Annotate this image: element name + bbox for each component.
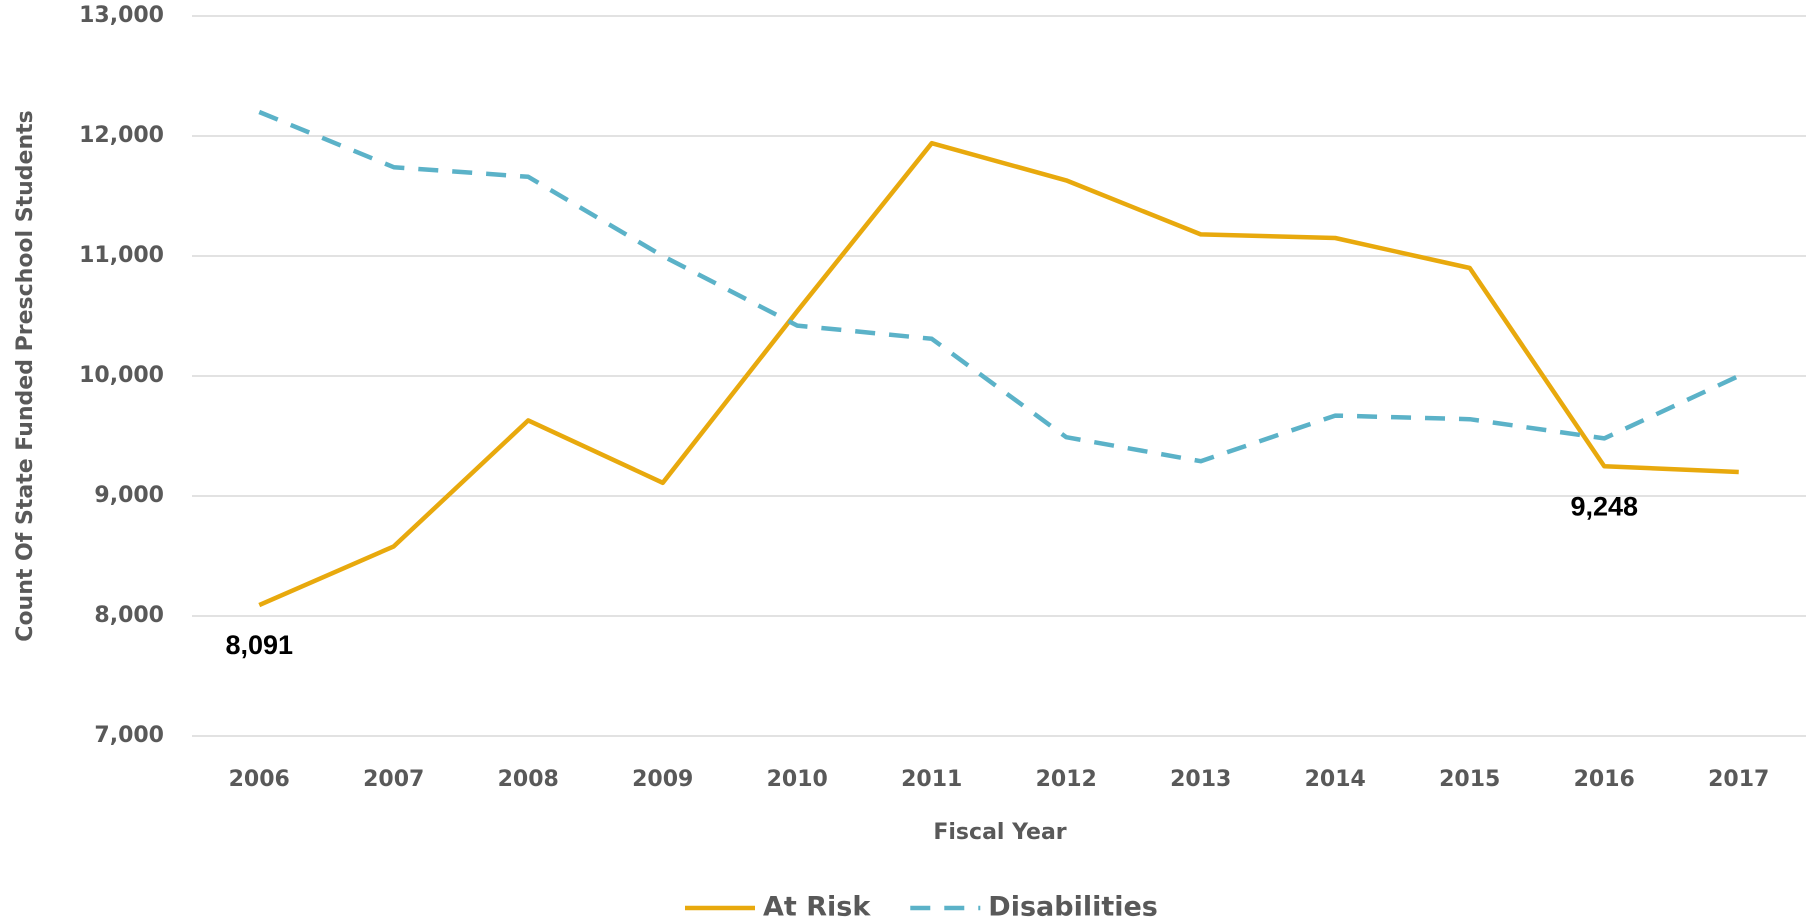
x-tick-label: 2006 xyxy=(229,767,290,792)
data-label: 8,091 xyxy=(225,630,293,660)
line-series xyxy=(258,140,1739,608)
x-tick-label: 2007 xyxy=(363,767,424,792)
legend-label: Disabilities xyxy=(988,892,1158,922)
x-tick-label: 2015 xyxy=(1439,767,1500,792)
data-label: 9,248 xyxy=(1570,491,1638,521)
y-tick-label: 11,000 xyxy=(79,243,164,268)
x-tick-label: 2013 xyxy=(1170,767,1231,792)
y-tick-label: 10,000 xyxy=(79,363,164,388)
x-tick-label: 2014 xyxy=(1305,767,1366,792)
y-tick-label: 8,000 xyxy=(94,603,164,628)
y-tick-label: 12,000 xyxy=(79,123,164,148)
x-tick-label: 2011 xyxy=(901,767,962,792)
x-tick-label: 2016 xyxy=(1574,767,1635,792)
line-series xyxy=(258,109,1740,464)
x-tick-label: 2012 xyxy=(1036,767,1097,792)
y-tick-label: 9,000 xyxy=(94,483,164,508)
x-axis-title: Fiscal Year xyxy=(933,820,1066,845)
x-tick-label: 2017 xyxy=(1708,767,1769,792)
x-tick-label: 2008 xyxy=(498,767,559,792)
x-tick-label: 2010 xyxy=(767,767,828,792)
x-tick-label: 2009 xyxy=(632,767,693,792)
legend-label: At Risk xyxy=(763,892,871,922)
y-tick-label: 13,000 xyxy=(79,3,164,28)
y-tick-label: 7,000 xyxy=(94,723,164,748)
y-axis-title: Count Of State Funded Preschool Students xyxy=(13,110,38,641)
